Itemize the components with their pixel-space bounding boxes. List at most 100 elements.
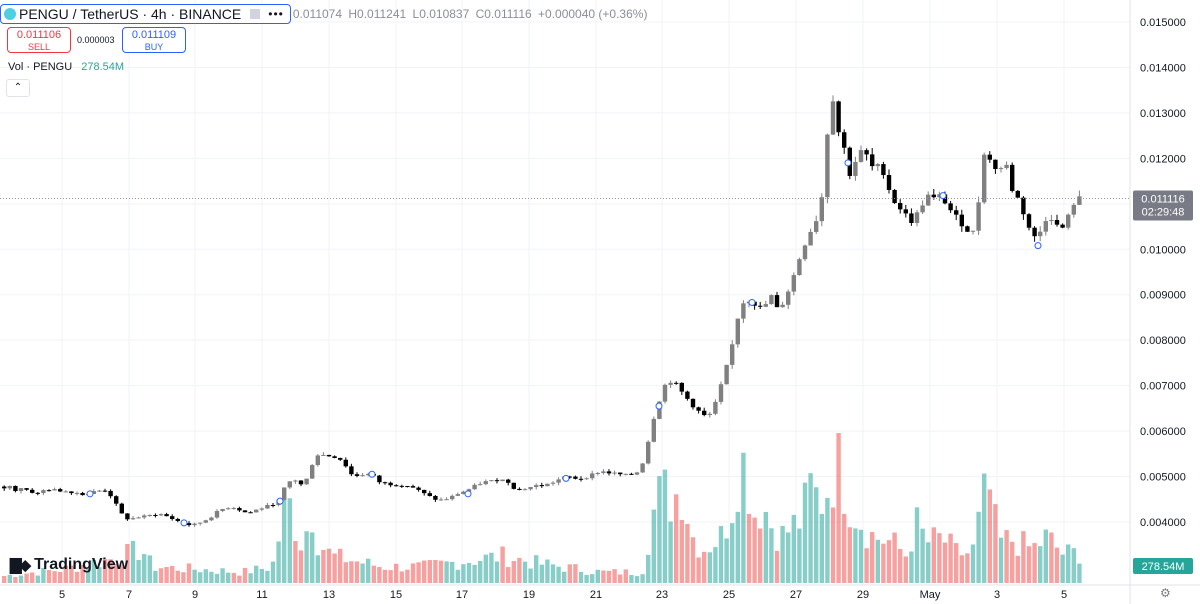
buy-button[interactable]: 0.011109 BUY bbox=[122, 27, 186, 53]
candle-body bbox=[282, 487, 287, 500]
volume-bar bbox=[769, 528, 774, 583]
flag-icon[interactable] bbox=[250, 9, 261, 19]
volume-bar bbox=[590, 574, 595, 583]
candle-body bbox=[69, 491, 74, 494]
volume-bar bbox=[388, 570, 393, 583]
volume-bar bbox=[102, 559, 108, 583]
volume-bar bbox=[646, 554, 651, 583]
event-marker-icon bbox=[844, 159, 852, 167]
volume-bar bbox=[237, 575, 242, 583]
volume-bar bbox=[735, 511, 740, 583]
volume-bar bbox=[696, 557, 701, 583]
volume-bar bbox=[702, 551, 707, 583]
candle-body bbox=[724, 364, 729, 385]
volume-bar bbox=[461, 564, 466, 583]
volume-bar bbox=[864, 548, 869, 583]
event-marker-icon bbox=[1034, 242, 1042, 250]
volume-bar bbox=[310, 532, 315, 583]
candle-body bbox=[858, 150, 864, 162]
volume-bar bbox=[685, 523, 690, 583]
volume-bar bbox=[959, 555, 964, 583]
candle-body bbox=[136, 517, 141, 519]
candle-body bbox=[1060, 224, 1065, 228]
candle-body bbox=[679, 382, 684, 392]
candle-body bbox=[898, 203, 903, 210]
volume-bar bbox=[903, 556, 908, 583]
volume-bar bbox=[539, 564, 544, 583]
candle-body bbox=[108, 490, 113, 497]
candle-body bbox=[416, 487, 421, 490]
candle-body bbox=[769, 295, 774, 305]
x-tick-label: 27 bbox=[790, 589, 802, 601]
candle-body bbox=[248, 512, 253, 514]
candle-body bbox=[690, 398, 696, 408]
y-tick-label: 0.007000 bbox=[1140, 381, 1186, 393]
candle-body bbox=[853, 161, 858, 176]
volume-bar bbox=[46, 569, 52, 583]
volume-bar bbox=[147, 555, 152, 583]
symbol-selector[interactable]: PENGU / TetherUS · 4h · BINANCE ••• bbox=[0, 4, 291, 24]
volume-bar bbox=[450, 561, 455, 583]
volume-bar bbox=[1015, 555, 1020, 583]
candle-body bbox=[629, 473, 634, 475]
candle-body bbox=[674, 382, 679, 384]
candle-body bbox=[1032, 227, 1037, 237]
y-tick-label: 0.015000 bbox=[1140, 17, 1186, 29]
sell-button[interactable]: 0.011106 SELL bbox=[7, 27, 71, 53]
volume-bar bbox=[842, 513, 847, 583]
candle-body bbox=[640, 463, 645, 473]
volume-bar bbox=[1021, 531, 1026, 583]
candle-body bbox=[164, 514, 169, 517]
volume-bar bbox=[142, 554, 147, 583]
symbol-title: PENGU / TetherUS · 4h · BINANCE bbox=[19, 6, 242, 22]
candle-body bbox=[802, 245, 808, 260]
more-icon[interactable]: ••• bbox=[268, 7, 284, 21]
collapse-legend-button[interactable]: ⌃ bbox=[6, 79, 30, 97]
candle-body bbox=[875, 164, 880, 167]
volume-bar bbox=[226, 572, 231, 583]
volume-legend: Vol · PENGU 278.54M bbox=[8, 61, 124, 73]
candle-body bbox=[1043, 221, 1048, 232]
candle-body bbox=[58, 489, 63, 492]
volume-bar bbox=[455, 569, 460, 583]
candle-body bbox=[461, 491, 466, 495]
volume-bar bbox=[321, 549, 326, 583]
candle-body bbox=[506, 479, 511, 483]
candle-body bbox=[634, 472, 640, 475]
volume-bar bbox=[584, 574, 589, 583]
candle-body bbox=[13, 485, 18, 492]
volume-bar bbox=[41, 567, 46, 583]
candle-body bbox=[332, 456, 337, 458]
volume-bar bbox=[550, 564, 556, 583]
gear-icon[interactable]: ⚙ bbox=[1160, 586, 1171, 600]
candle-body bbox=[158, 514, 164, 516]
candle-body bbox=[220, 508, 225, 511]
volume-bar bbox=[478, 560, 483, 583]
candle-body bbox=[702, 410, 707, 416]
candle-body bbox=[606, 471, 612, 474]
volume-bar bbox=[920, 528, 925, 583]
candle-body bbox=[774, 295, 780, 308]
x-tick-label: 25 bbox=[723, 589, 735, 601]
volume-bar bbox=[786, 532, 791, 583]
candle-body bbox=[545, 483, 550, 487]
candle-body bbox=[483, 481, 488, 485]
candle-body bbox=[842, 132, 847, 148]
countdown-label: 02:29:48 bbox=[1142, 207, 1185, 219]
candle-body bbox=[226, 508, 231, 510]
candle-body bbox=[214, 510, 220, 518]
volume-bar bbox=[58, 571, 63, 583]
volume-bar bbox=[343, 562, 348, 583]
volume-bar bbox=[265, 570, 270, 583]
candle-body bbox=[668, 382, 673, 385]
candle-body bbox=[791, 275, 796, 292]
volume-bar bbox=[203, 569, 208, 583]
candle-body bbox=[494, 480, 500, 482]
candle-body bbox=[567, 476, 572, 478]
candle-body bbox=[730, 344, 735, 365]
volume-bar bbox=[847, 527, 852, 583]
candle-body bbox=[478, 484, 483, 486]
volume-bar bbox=[545, 559, 550, 583]
volume-bar bbox=[511, 561, 516, 583]
